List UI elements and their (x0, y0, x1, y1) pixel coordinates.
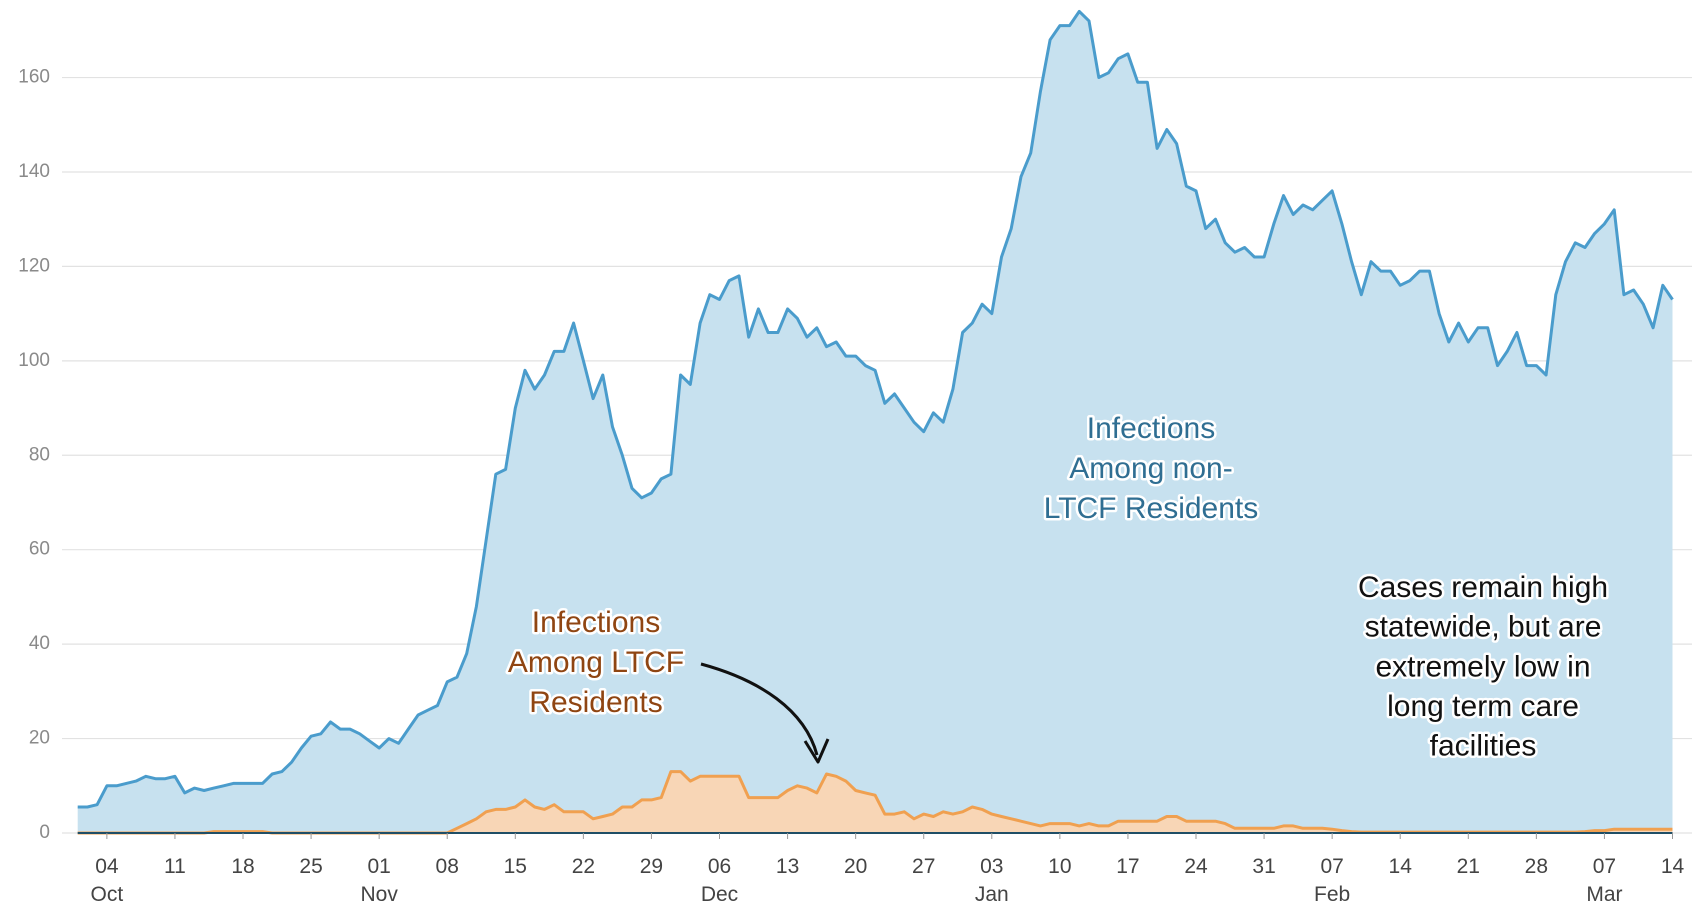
x-tick-label: 03 (980, 855, 1003, 878)
x-tick-label: 24 (1184, 855, 1208, 878)
y-tick-label: 40 (29, 633, 50, 654)
x-tick-label: 07 (1320, 855, 1343, 878)
x-tick-label: 14 (1389, 855, 1413, 878)
x-tick-label: 31 (1252, 855, 1275, 878)
month-label: Feb (1314, 883, 1350, 904)
annotation-text: Infections (1087, 412, 1215, 445)
month-label: Jan (975, 883, 1009, 904)
area-fill (77, 771, 1673, 833)
month-label: Dec (701, 883, 738, 904)
x-tick-label: 04 (95, 855, 119, 878)
y-tick-label: 0 (39, 822, 50, 843)
annotation-text: facilities (1430, 730, 1537, 763)
annotation-text: Infections (532, 606, 660, 639)
x-tick-label: 18 (231, 855, 254, 878)
annotation-arrow (700, 662, 819, 756)
annotation-text: Among non- (1069, 452, 1232, 485)
annotation-text: Residents (529, 686, 662, 719)
y-tick-label: 80 (29, 444, 50, 465)
month-label: Nov (360, 883, 398, 904)
x-tick-label: 11 (164, 855, 186, 878)
x-tick-label: 15 (504, 855, 527, 878)
annotation-text: Cases remain high (1358, 571, 1608, 604)
annotations: Infections Among non- LTCF Residents Infect… (505, 409, 1610, 765)
x-tick-label: 08 (436, 855, 459, 878)
x-tick-label: 25 (299, 855, 322, 878)
x-tick-label: 14 (1661, 855, 1685, 878)
y-tick-label: 140 (18, 161, 50, 182)
y-tick-label: 60 (29, 539, 50, 560)
axes: 0 20 40 60 80 100 120 140 160 04 11 18 25 01 08 15 22 29 0… (18, 67, 1684, 904)
x-tick-label: 06 (708, 855, 731, 878)
y-tick-label: 100 (18, 350, 50, 371)
x-tick-label: 01 (367, 855, 390, 878)
month-label: Oct (91, 883, 124, 904)
x-tick-label: 21 (1457, 855, 1480, 878)
annotation-text: long term care (1387, 690, 1579, 723)
x-tick-label: 13 (776, 855, 799, 878)
arrow-head (803, 738, 830, 764)
x-tick-label: 20 (844, 855, 867, 878)
x-tick-label: 22 (572, 855, 595, 878)
x-tick-label: 10 (1048, 855, 1071, 878)
x-tick-label: 28 (1525, 855, 1548, 878)
y-tick-label: 120 (18, 255, 50, 276)
x-tick-label: 07 (1593, 855, 1616, 878)
area-fill (77, 11, 1673, 833)
area-line (77, 9, 1674, 809)
annotation-text: Among LTCF (508, 646, 684, 679)
x-tick-label: 27 (912, 855, 935, 878)
annotation-text: LTCF Residents (1044, 492, 1259, 525)
x-tick-label: 17 (1116, 855, 1139, 878)
x-tick-label: 29 (640, 855, 663, 878)
month-label: Mar (1586, 883, 1622, 904)
y-tick-label: 160 (18, 67, 50, 88)
annotation-text: extremely low in (1375, 650, 1590, 683)
annotation-text: statewide, but are (1365, 611, 1602, 644)
y-tick-label: 20 (29, 728, 50, 749)
